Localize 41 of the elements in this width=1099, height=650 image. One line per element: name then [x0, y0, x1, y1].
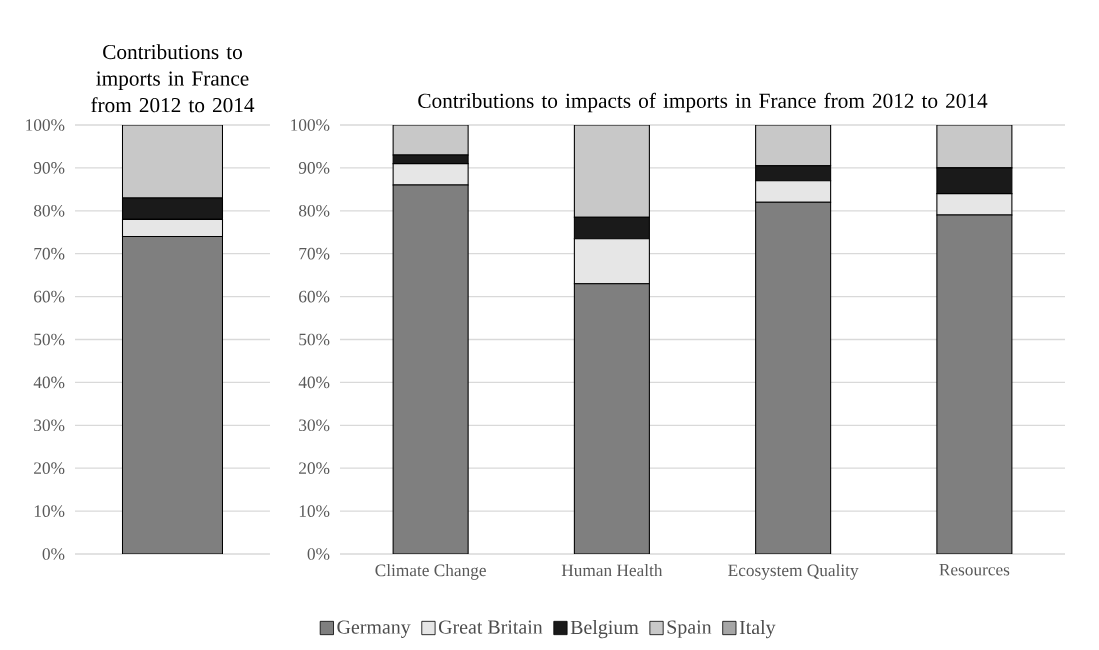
y-tick-label: 10% [34, 505, 65, 517]
y-tick-label: 40% [298, 376, 330, 389]
y-tick-label: 40% [33, 376, 65, 389]
y-tick-label: 20% [299, 462, 330, 475]
y-tick-label: 0% [42, 548, 65, 560]
y-tick-label: 90% [33, 162, 65, 174]
y-tick-label: 90% [298, 162, 330, 174]
x-tick-label: Resources [939, 564, 1010, 576]
y-tick-label: 70% [299, 247, 330, 260]
bar [392, 184, 469, 554]
y-tick-label: 100% [26, 119, 65, 131]
y-tick-label: 0% [307, 548, 330, 560]
legend-label: Belgium [570, 620, 639, 639]
bar [755, 124, 832, 167]
y-tick-label: 80% [298, 204, 330, 217]
y-tick-label: 70% [34, 247, 65, 260]
chart-title: Contributions to impacts of imports in France from 2012 to 2014 [418, 92, 988, 113]
y-tick-label: 80% [33, 204, 65, 217]
bar [573, 283, 650, 554]
legend-label: Spain [667, 620, 712, 638]
bar [936, 124, 1013, 169]
y-tick-label: 60% [299, 290, 330, 303]
y-tick-label: 20% [34, 462, 65, 475]
y-tick-label: 30% [299, 419, 330, 432]
y-tick-label: 30% [34, 419, 65, 432]
chart-title: Contributions to imports in France from 2012 to 2014 [91, 44, 255, 113]
bar [573, 124, 650, 218]
bar [755, 201, 832, 554]
legend-label: Germany [337, 620, 411, 638]
bar [936, 214, 1013, 554]
y-tick-label: 100% [291, 119, 330, 131]
x-tick-label: Human Health [561, 564, 663, 577]
y-tick-label: 50% [34, 333, 65, 346]
x-tick-label: Climate Change [375, 564, 486, 580]
bar [392, 124, 469, 156]
y-tick-label: 10% [299, 505, 330, 517]
y-tick-label: 60% [34, 290, 65, 303]
legend-label: Italy [739, 620, 776, 639]
x-tick-label: Ecosystem Quality [728, 564, 859, 580]
y-tick-label: 50% [299, 333, 330, 346]
legend-label: Great Britain [438, 620, 543, 634]
